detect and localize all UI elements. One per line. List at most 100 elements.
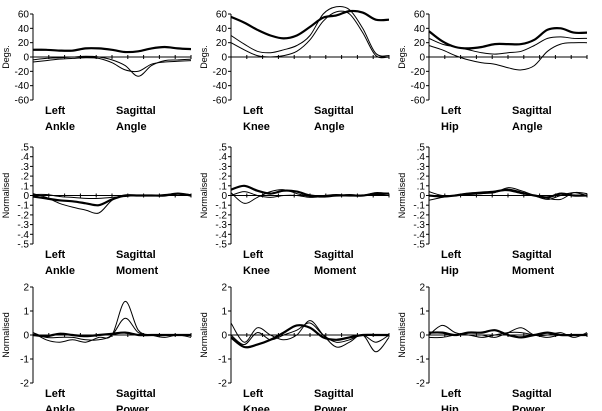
panel-caption: Knee bbox=[243, 121, 270, 133]
y-tick-label: -.3 bbox=[215, 220, 227, 231]
chart-panel: 2 1 0 -1 -2 Normalised Left Ankle Sagittal Power bbox=[1, 283, 192, 411]
y-tick-label: -.4 bbox=[413, 230, 425, 241]
y-tick-label: 0 bbox=[23, 331, 29, 342]
y-axis-label: Normalised bbox=[1, 312, 11, 358]
panel-caption: Angle bbox=[314, 121, 345, 133]
panel-caption: Ankle bbox=[45, 404, 75, 411]
panel-caption: Ankle bbox=[45, 265, 75, 277]
y-tick-label: -2 bbox=[218, 379, 227, 390]
series-line bbox=[32, 57, 192, 73]
y-tick-label: -.3 bbox=[413, 220, 425, 231]
y-tick-label: 0 bbox=[419, 53, 425, 64]
panel-caption: Left bbox=[441, 249, 462, 261]
panel-caption: Sagittal bbox=[512, 249, 552, 261]
y-tick-label: 60 bbox=[216, 10, 228, 21]
y-tick-label: 2 bbox=[419, 283, 425, 294]
y-axis-label: Degs. bbox=[397, 45, 407, 69]
panel-caption: Moment bbox=[116, 265, 159, 277]
y-tick-label: -.5 bbox=[17, 240, 29, 251]
panel-caption: Moment bbox=[512, 265, 555, 277]
panel-caption: Sagittal bbox=[314, 388, 354, 400]
panel-caption: Left bbox=[441, 388, 462, 400]
series-line bbox=[428, 331, 587, 339]
series-line bbox=[32, 317, 191, 341]
panel-caption: Moment bbox=[314, 265, 357, 277]
chart-panel: 2 1 0 -1 -2 Normalised Left Hip Sagittal Power bbox=[397, 283, 588, 411]
y-axis-label: Normalised bbox=[1, 173, 11, 219]
y-tick-label: -.2 bbox=[413, 210, 425, 221]
series-line bbox=[230, 9, 390, 40]
y-tick-label: -40 bbox=[15, 81, 30, 92]
chart-panel: .5.4.3.2.10-.1-.2-.3-.4-.5 Normalised Left… bbox=[397, 143, 588, 277]
panel-caption: Power bbox=[512, 404, 546, 411]
y-tick-label: -.1 bbox=[215, 201, 227, 212]
panel-caption: Sagittal bbox=[512, 105, 552, 117]
y-tick-label: 20 bbox=[414, 38, 426, 49]
y-tick-label: .3 bbox=[417, 162, 426, 173]
chart-panel: .5.4.3.2.10-.1-.2-.3-.4-.5 Normalised Left… bbox=[1, 143, 192, 277]
panel-caption: Sagittal bbox=[512, 388, 552, 400]
y-tick-label: 1 bbox=[23, 307, 29, 318]
y-axis-label: Normalised bbox=[397, 173, 407, 219]
panel-caption: Angle bbox=[116, 121, 147, 133]
panel-caption: Left bbox=[45, 105, 66, 117]
y-tick-label: .4 bbox=[219, 152, 228, 163]
y-axis-label: Normalised bbox=[199, 312, 209, 358]
y-tick-label: 60 bbox=[414, 10, 426, 21]
panel-caption: Sagittal bbox=[314, 249, 354, 261]
y-tick-label: 0 bbox=[221, 53, 227, 64]
panel-caption: Sagittal bbox=[314, 105, 354, 117]
panel-caption: Angle bbox=[512, 121, 543, 133]
y-tick-label: -.3 bbox=[17, 220, 29, 231]
y-tick-label: .1 bbox=[417, 181, 426, 192]
panel-caption: Sagittal bbox=[116, 249, 156, 261]
y-axis-label: Degs. bbox=[1, 45, 11, 69]
y-tick-label: -20 bbox=[15, 67, 30, 78]
y-tick-label: -60 bbox=[213, 96, 228, 107]
series-line bbox=[32, 193, 192, 214]
y-tick-label: 1 bbox=[221, 307, 227, 318]
series-line bbox=[428, 26, 588, 50]
y-tick-label: .4 bbox=[21, 152, 30, 163]
y-tick-label: .5 bbox=[21, 143, 30, 154]
y-tick-label: -60 bbox=[15, 96, 30, 107]
y-tick-label: .4 bbox=[417, 152, 426, 163]
y-tick-label: -1 bbox=[20, 355, 29, 366]
y-tick-label: -2 bbox=[20, 379, 29, 390]
series-line bbox=[230, 191, 390, 198]
y-axis-label: Normalised bbox=[397, 312, 407, 358]
y-tick-label: 2 bbox=[23, 283, 29, 294]
series-line bbox=[428, 36, 588, 55]
y-tick-label: 0 bbox=[23, 53, 29, 64]
y-tick-label: 0 bbox=[419, 331, 425, 342]
y-tick-label: .3 bbox=[21, 162, 30, 173]
series-line bbox=[32, 193, 192, 200]
y-tick-label: -.2 bbox=[215, 210, 227, 221]
series-line bbox=[428, 42, 588, 71]
y-axis-label: Degs. bbox=[199, 45, 209, 69]
y-tick-label: .1 bbox=[219, 181, 228, 192]
y-tick-label: 1 bbox=[419, 307, 425, 318]
y-tick-label: -.2 bbox=[17, 210, 29, 221]
chart-panel: 60 40 20 0 -20 -40 -60 Degs. Left Knee Sagittal Ang… bbox=[199, 5, 390, 133]
y-tick-label: .1 bbox=[21, 181, 30, 192]
y-tick-label: .2 bbox=[417, 172, 426, 183]
panel-caption: Hip bbox=[441, 265, 459, 277]
series-line bbox=[230, 189, 390, 204]
y-tick-label: -.1 bbox=[413, 201, 425, 212]
y-tick-label: -20 bbox=[411, 67, 426, 78]
panel-caption: Hip bbox=[441, 404, 459, 411]
chart-panel: .5.4.3.2.10-.1-.2-.3-.4-.5 Normalised Left… bbox=[199, 143, 390, 277]
chart-panel: 60 40 20 0 -20 -40 -60 Degs. Left Hip Sagittal Angl… bbox=[397, 10, 588, 133]
y-tick-label: .3 bbox=[219, 162, 228, 173]
y-axis-label: Normalised bbox=[199, 173, 209, 219]
y-tick-label: -20 bbox=[213, 67, 228, 78]
y-tick-label: -1 bbox=[416, 355, 425, 366]
y-tick-label: 40 bbox=[216, 24, 228, 35]
y-tick-label: -.5 bbox=[413, 240, 425, 251]
panel-caption: Left bbox=[45, 249, 66, 261]
panel-caption: Knee bbox=[243, 265, 270, 277]
y-tick-label: 60 bbox=[18, 10, 30, 21]
y-tick-label: -.1 bbox=[17, 201, 29, 212]
